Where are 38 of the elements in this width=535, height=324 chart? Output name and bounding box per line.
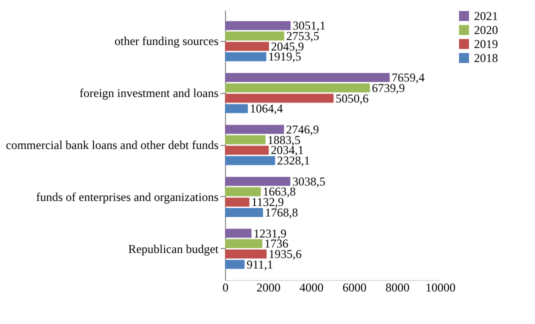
bar bbox=[225, 187, 261, 196]
bar bbox=[225, 228, 252, 238]
bar bbox=[225, 208, 264, 217]
bar bbox=[225, 176, 290, 186]
bar bbox=[225, 198, 250, 207]
bar bbox=[225, 124, 284, 134]
bar bbox=[225, 104, 248, 114]
y-tick-label: foreign investment and loans bbox=[80, 86, 219, 100]
bar bbox=[225, 260, 245, 269]
x-tick-label: 8000 bbox=[386, 280, 410, 294]
bar bbox=[225, 135, 266, 144]
bar bbox=[225, 156, 276, 166]
legend-label: 2019 bbox=[474, 37, 498, 51]
y-tick-label: Republican budget bbox=[128, 242, 220, 256]
bar bbox=[225, 73, 390, 82]
bar bbox=[225, 52, 266, 62]
data-label: 5050,6 bbox=[336, 91, 369, 106]
y-tick-label: commercial bank loans and other debt funds bbox=[6, 138, 219, 152]
x-tick-label: 0 bbox=[222, 280, 228, 294]
data-label: 2746,9 bbox=[286, 122, 320, 136]
bar bbox=[225, 42, 269, 51]
x-tick-label: 4000 bbox=[300, 280, 324, 294]
legend-label: 2018 bbox=[474, 51, 498, 65]
y-tick-label: other funding sources bbox=[114, 34, 219, 48]
bar bbox=[225, 146, 269, 155]
bar bbox=[225, 83, 370, 92]
legend-label: 2020 bbox=[474, 23, 498, 37]
bar bbox=[225, 94, 334, 103]
bar bbox=[225, 21, 291, 30]
x-tick-label: 6000 bbox=[342, 280, 366, 294]
bar bbox=[225, 250, 267, 259]
x-tick-label: 10000 bbox=[426, 280, 456, 294]
x-tick-label: 2000 bbox=[256, 280, 280, 294]
bar bbox=[225, 239, 262, 248]
legend-label: 2021 bbox=[474, 9, 498, 23]
data-label: 1064,4 bbox=[250, 102, 283, 116]
bar bbox=[225, 31, 284, 40]
y-tick-label: funds of enterprises and organizations bbox=[36, 190, 219, 204]
